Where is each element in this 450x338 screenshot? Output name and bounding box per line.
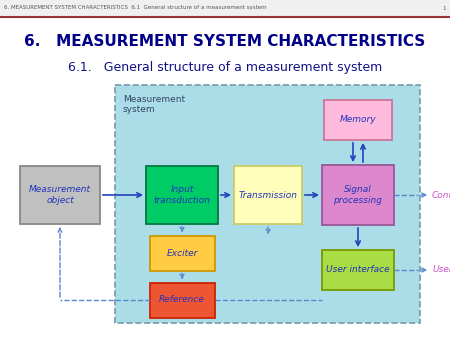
Text: Measurement
system: Measurement system <box>123 95 185 114</box>
Text: 6.   MEASUREMENT SYSTEM CHARACTERISTICS: 6. MEASUREMENT SYSTEM CHARACTERISTICS <box>24 34 426 49</box>
Text: Memory: Memory <box>340 116 376 124</box>
Bar <box>322 165 394 225</box>
Bar <box>149 283 215 317</box>
Text: 6. MEASUREMENT SYSTEM CHARACTERISTICS  6.1  General structure of a measurement s: 6. MEASUREMENT SYSTEM CHARACTERISTICS 6.… <box>4 5 266 10</box>
Text: Control: Control <box>432 191 450 199</box>
Bar <box>322 250 394 290</box>
Text: User: User <box>432 266 450 274</box>
Text: Input
transduction: Input transduction <box>153 185 211 205</box>
Text: Reference: Reference <box>159 295 205 305</box>
Text: 6.1.   General structure of a measurement system: 6.1. General structure of a measurement … <box>68 62 382 74</box>
Text: Exciter: Exciter <box>166 248 198 258</box>
Text: Measurement
object: Measurement object <box>29 185 91 205</box>
Text: Signal
processing: Signal processing <box>333 185 382 205</box>
Bar <box>234 166 302 224</box>
Text: 1: 1 <box>442 5 446 10</box>
Bar <box>0 0 450 18</box>
Bar <box>324 100 392 140</box>
Bar <box>20 166 100 224</box>
Bar <box>115 85 420 323</box>
Text: User interface: User interface <box>326 266 390 274</box>
Bar <box>149 236 215 270</box>
Text: Transmission: Transmission <box>238 191 297 199</box>
Bar <box>146 166 218 224</box>
